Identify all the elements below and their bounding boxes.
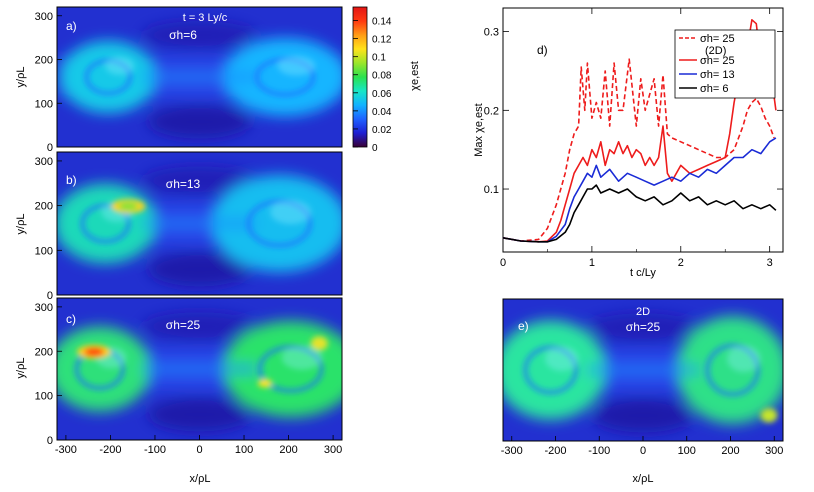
colorbar-tick-label: 0.12 [372,35,392,46]
chart-frame [502,7,784,253]
colorbar-gradient [352,6,368,148]
colorbar-tick-label: 0 [372,143,378,154]
chart-xtick-label: 0 [500,257,506,269]
map-xtick-label: 300 [765,445,783,457]
map-xtick-label: 100 [235,444,253,456]
legend-label: σh= 13 [700,69,735,81]
chart-panel-label: d) [537,43,548,57]
colorbar-tick-label: 0.14 [372,17,392,28]
chart-ytick-label: 0.1 [484,184,499,196]
map-ytick-label: 200 [35,201,53,213]
colorbar-tick-label: 0.1 [372,53,386,64]
map-xtick-label: -200 [99,444,121,456]
map-xtick-label: 0 [640,445,646,457]
panel-label-e: e) [518,319,529,333]
panel-ylabel-b: y/ρL [15,214,27,235]
map-xtick-label: -100 [588,445,610,457]
map-xtick-label: -100 [144,444,166,456]
panel-annot-e: 2D [636,306,650,318]
legend-label-cont: (2D) [705,45,726,57]
chart-legend: σh= 25(2D)σh= 25 σh= 13 σh= 6 [674,29,776,99]
chart-ytick-label: 0.3 [484,27,499,39]
chart-xtick-label: 1 [589,257,595,269]
chart-xtick-label: 3 [767,257,773,269]
map-ytick-label: 0 [47,435,53,447]
panel-xlabel-e: x/ρL [633,473,654,485]
map-ytick-label: 100 [35,391,53,403]
map-ytick-label: 0 [47,142,53,154]
panel-sigma-c: σh=25 [166,318,201,332]
map-ytick-label: 300 [35,302,53,314]
map-xtick-label: 0 [196,444,202,456]
map-xtick-label: 200 [279,444,297,456]
panel-xlabel-c: x/ρL [190,473,211,485]
chart-ylabel: Max χe,est [473,103,485,156]
map-ytick-label: 100 [35,245,53,257]
legend-label: σh= 25 [700,55,735,67]
panel-label-b: b) [66,173,77,187]
legend-box [674,29,776,99]
panel-ylabel-c: y/ρL [15,358,27,379]
panel-sigma-e: σh=25 [626,320,661,334]
series-line [502,137,777,243]
map-ytick-label: 300 [35,11,53,23]
map-panel-a: a) t = 3 Ly/c σh=6 y/ρL 0 100 200 300 [15,6,343,154]
colorbar-label: χe,est [409,61,421,91]
line-chart-d: 0 1 2 3 0.1 0.2 0.3 d) t c/Ly Max χe,est σh= 2… [473,7,784,279]
map-xtick-label: 100 [678,445,696,457]
map-panel-e: e) 2D σh=25 -300 -200 -100 0 100 200 300 x/ρL [501,298,784,485]
series-line [502,58,775,242]
map-xtick-label: -300 [55,444,77,456]
colorbar-tick-label: 0.04 [372,107,392,118]
map-ytick-label: 0 [47,290,53,302]
map-panel-b: b) σh=13 y/ρL 0 100 200 300 [15,151,343,302]
panel-sigma-a: σh=6 [169,28,197,42]
colorbar-tick-label: 0.08 [372,71,392,82]
panel-sigma-b: σh=13 [166,177,201,191]
panel-time-annotation: t = 3 Ly/c [183,12,228,24]
colorbar-tick-label: 0.02 [372,125,392,136]
map-ytick-label: 200 [35,55,53,67]
colorbar-tick-label: 0.06 [372,89,392,100]
colorbar: 0.14 0.12 0.1 0.08 0.06 0.04 0.02 0 χe,est [352,6,421,154]
legend-label: σh= 25 [700,33,735,45]
panel-label-c: c) [66,312,76,326]
panel-ylabel-a: y/ρL [15,67,27,88]
map-xtick-label: -200 [544,445,566,457]
series-line [502,184,777,243]
chart-xlabel: t c/Ly [630,267,656,279]
map-panel-c: c) σh=25 y/ρL 0 100 200 300 -300 -200 -100 0 10… [15,297,343,485]
map-ytick-label: 300 [35,156,53,168]
map-xtick-label: 300 [324,444,342,456]
chart-ytick-label: 0.2 [484,105,499,117]
panel-label-a: a) [66,19,77,33]
chart-xtick-label: 2 [678,257,684,269]
map-ytick-label: 200 [35,346,53,358]
map-xtick-label: 200 [721,445,739,457]
legend-label: σh= 6 [700,83,729,95]
map-ytick-label: 100 [35,98,53,110]
map-xtick-label: -300 [501,445,523,457]
